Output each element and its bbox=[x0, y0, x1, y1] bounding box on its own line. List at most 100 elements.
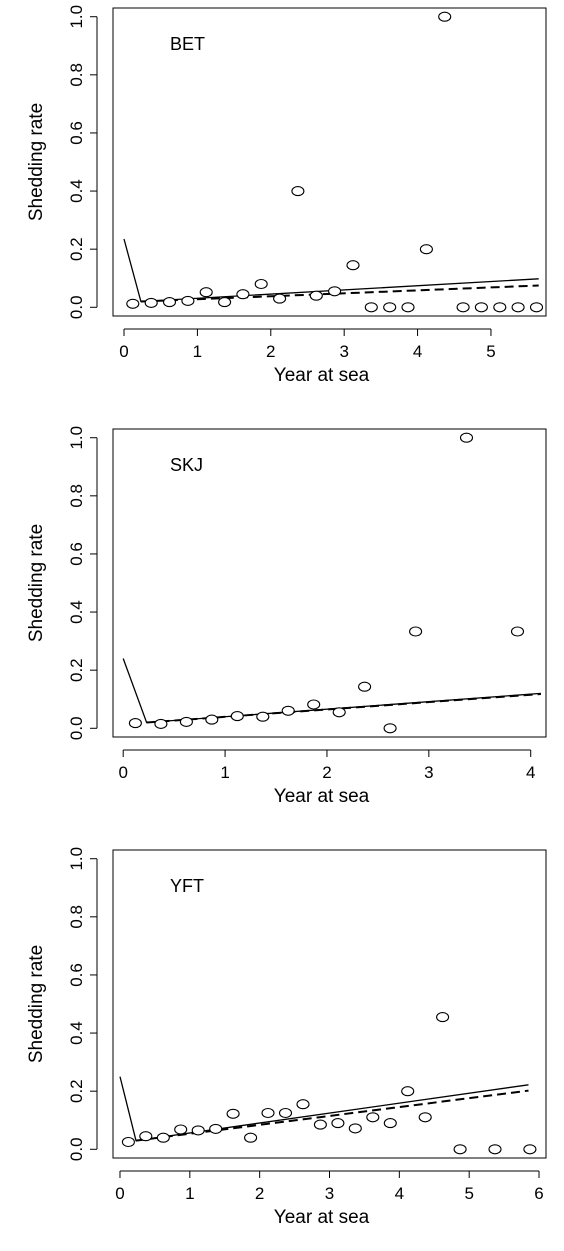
x-axis-title: Year at sea bbox=[274, 1207, 370, 1228]
data-point bbox=[512, 303, 524, 312]
x-tick-label: 4 bbox=[395, 1184, 404, 1203]
data-point bbox=[210, 1124, 222, 1133]
data-point bbox=[367, 1113, 379, 1122]
data-point bbox=[310, 291, 322, 300]
data-point bbox=[297, 1100, 309, 1109]
x-tick-label: 1 bbox=[220, 763, 229, 782]
data-point bbox=[200, 288, 212, 297]
y-tick-label: 1.0 bbox=[67, 847, 86, 871]
data-point bbox=[175, 1125, 187, 1134]
x-tick-label: 0 bbox=[115, 1184, 124, 1203]
data-point bbox=[439, 12, 451, 21]
data-point bbox=[384, 303, 396, 312]
y-tick-label: 0.8 bbox=[67, 905, 86, 929]
data-point bbox=[384, 1119, 396, 1128]
data-point bbox=[359, 682, 371, 691]
data-point bbox=[437, 1013, 449, 1022]
data-point bbox=[365, 303, 377, 312]
y-tick-label: 0.4 bbox=[67, 1021, 86, 1045]
fitted-line-solid bbox=[123, 659, 541, 723]
x-tick-label: 4 bbox=[413, 342, 422, 361]
data-point bbox=[245, 1133, 257, 1142]
data-point bbox=[347, 261, 359, 270]
data-point bbox=[531, 303, 543, 312]
data-point bbox=[262, 1109, 274, 1118]
data-point bbox=[454, 1145, 466, 1154]
data-point bbox=[349, 1124, 361, 1133]
x-tick-label: 1 bbox=[193, 342, 202, 361]
y-tick-label: 0.0 bbox=[67, 716, 86, 740]
data-point bbox=[333, 708, 345, 717]
data-point bbox=[155, 719, 167, 728]
x-tick-label: 3 bbox=[325, 1184, 334, 1203]
data-point bbox=[475, 303, 487, 312]
data-point bbox=[457, 303, 469, 312]
y-tick-label: 0.4 bbox=[67, 179, 86, 203]
x-tick-label: 5 bbox=[464, 1184, 473, 1203]
data-point bbox=[164, 298, 176, 307]
data-point bbox=[489, 1145, 501, 1154]
x-tick-label: 5 bbox=[486, 342, 495, 361]
y-tick-label: 0.2 bbox=[67, 1079, 86, 1103]
data-point bbox=[227, 1109, 239, 1118]
data-point bbox=[237, 290, 249, 299]
plot-frame bbox=[113, 429, 546, 737]
data-point bbox=[274, 294, 286, 303]
data-point bbox=[461, 433, 473, 442]
x-tick-label: 2 bbox=[322, 763, 331, 782]
x-tick-label: 0 bbox=[118, 763, 127, 782]
x-tick-label: 3 bbox=[424, 763, 433, 782]
data-point bbox=[329, 287, 341, 296]
x-tick-label: 2 bbox=[255, 1184, 264, 1203]
data-point bbox=[180, 717, 192, 726]
data-point bbox=[332, 1119, 344, 1128]
data-point bbox=[292, 187, 304, 196]
y-tick-label: 0.6 bbox=[67, 542, 86, 566]
y-tick-label: 0.6 bbox=[67, 121, 86, 145]
data-point bbox=[157, 1133, 169, 1142]
data-point bbox=[282, 706, 294, 715]
data-point bbox=[231, 712, 243, 721]
panel-skj: 0.0 0.2 0.4 0.6 0.8 1.0 0 1 2 3 4 Year at sea Sheddi… bbox=[26, 426, 546, 807]
data-point bbox=[419, 1113, 431, 1122]
y-axis-title: Shedding rate bbox=[26, 103, 47, 221]
y-tick-label: 0.4 bbox=[67, 600, 86, 624]
y-tick-label: 0.8 bbox=[67, 484, 86, 508]
panel-bet: 0.0 0.2 0.4 0.6 0.8 1.0 0 1 2 3 4 5 Year at sea Shedd… bbox=[26, 5, 546, 386]
x-tick-label: 2 bbox=[266, 342, 275, 361]
data-point bbox=[314, 1120, 326, 1129]
data-point bbox=[140, 1132, 152, 1141]
x-tick-label: 4 bbox=[526, 763, 535, 782]
plot-frame bbox=[113, 8, 546, 316]
panel-label: YFT bbox=[170, 876, 204, 896]
data-point bbox=[192, 1126, 204, 1135]
y-axis-title: Shedding rate bbox=[26, 524, 47, 642]
x-axis-title: Year at sea bbox=[274, 786, 370, 807]
data-point bbox=[219, 298, 231, 307]
data-point bbox=[524, 1145, 536, 1154]
data-point bbox=[308, 700, 320, 709]
x-axis-title: Year at sea bbox=[274, 365, 370, 386]
panel-label: BET bbox=[170, 34, 205, 54]
data-point bbox=[384, 724, 396, 733]
data-point bbox=[206, 715, 218, 724]
y-axis-title: Shedding rate bbox=[26, 945, 47, 1063]
data-point bbox=[255, 280, 267, 289]
data-point bbox=[129, 719, 141, 728]
y-tick-label: 0.0 bbox=[67, 1137, 86, 1161]
x-tick-label: 0 bbox=[119, 342, 128, 361]
y-tick-label: 0.8 bbox=[67, 63, 86, 87]
data-point bbox=[512, 627, 524, 636]
y-tick-label: 1.0 bbox=[67, 5, 86, 29]
data-point bbox=[145, 298, 157, 307]
y-tick-label: 0.0 bbox=[67, 295, 86, 319]
data-point bbox=[410, 627, 422, 636]
y-tick-label: 0.6 bbox=[67, 963, 86, 987]
data-point bbox=[420, 245, 432, 254]
data-point bbox=[257, 712, 269, 721]
y-tick-label: 0.2 bbox=[67, 658, 86, 682]
data-point bbox=[127, 299, 139, 308]
panel-yft: 0.00.20.40.60.81.00 1 2 3 4 5 6Year at seaShed… bbox=[26, 847, 546, 1228]
y-tick-label: 0.2 bbox=[67, 237, 86, 261]
